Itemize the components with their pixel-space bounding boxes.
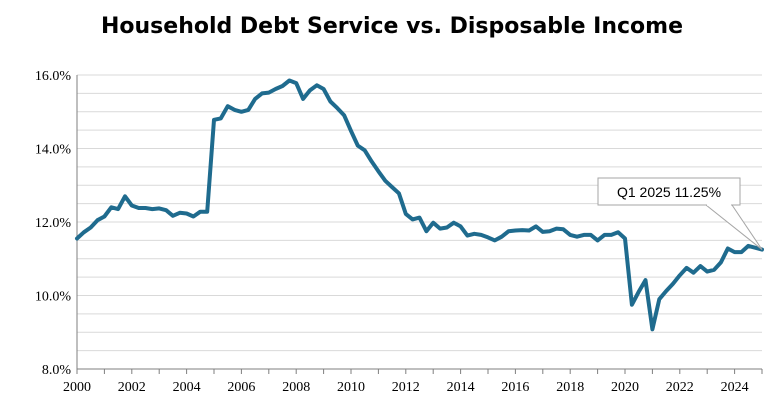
callout-box [597, 177, 741, 206]
x-tick-label: 2008 [282, 380, 310, 395]
axes: 8.0% 10.0% 12.0% 14.0% 16.0% 2000 2002 2004 2006… [35, 69, 763, 395]
x-tick-label: 2000 [63, 380, 91, 395]
annotation: Q1 2025 11.25% [597, 177, 763, 250]
x-tick-label: 2020 [611, 380, 639, 395]
x-tick-label: 2002 [118, 380, 146, 395]
annotation-label: Q1 2025 11.25% [617, 184, 721, 200]
series-layer [75, 78, 764, 332]
x-tick-label: 2012 [392, 380, 420, 395]
y-tick-label: 8.0% [42, 363, 72, 378]
x-tick-label: 2010 [337, 380, 365, 395]
callout-pointer [704, 204, 763, 250]
x-tick-label: 2024 [721, 380, 749, 395]
x-tick-label: 2022 [666, 380, 694, 395]
chart-title: Household Debt Service vs. Disposable In… [100, 14, 684, 39]
x-tick-label: 2018 [556, 380, 584, 395]
x-tick-label: 2014 [447, 380, 475, 395]
y-tick-label: 10.0% [35, 290, 72, 305]
x-tick-label: 2006 [227, 380, 255, 395]
y-tick-label: 16.0% [35, 69, 72, 84]
y-tick-label: 14.0% [35, 143, 72, 158]
y-tick-label: 12.0% [35, 216, 72, 231]
x-tick-label: 2004 [173, 380, 201, 395]
series-line [75, 78, 764, 332]
x-tick-label: 2016 [501, 380, 529, 395]
